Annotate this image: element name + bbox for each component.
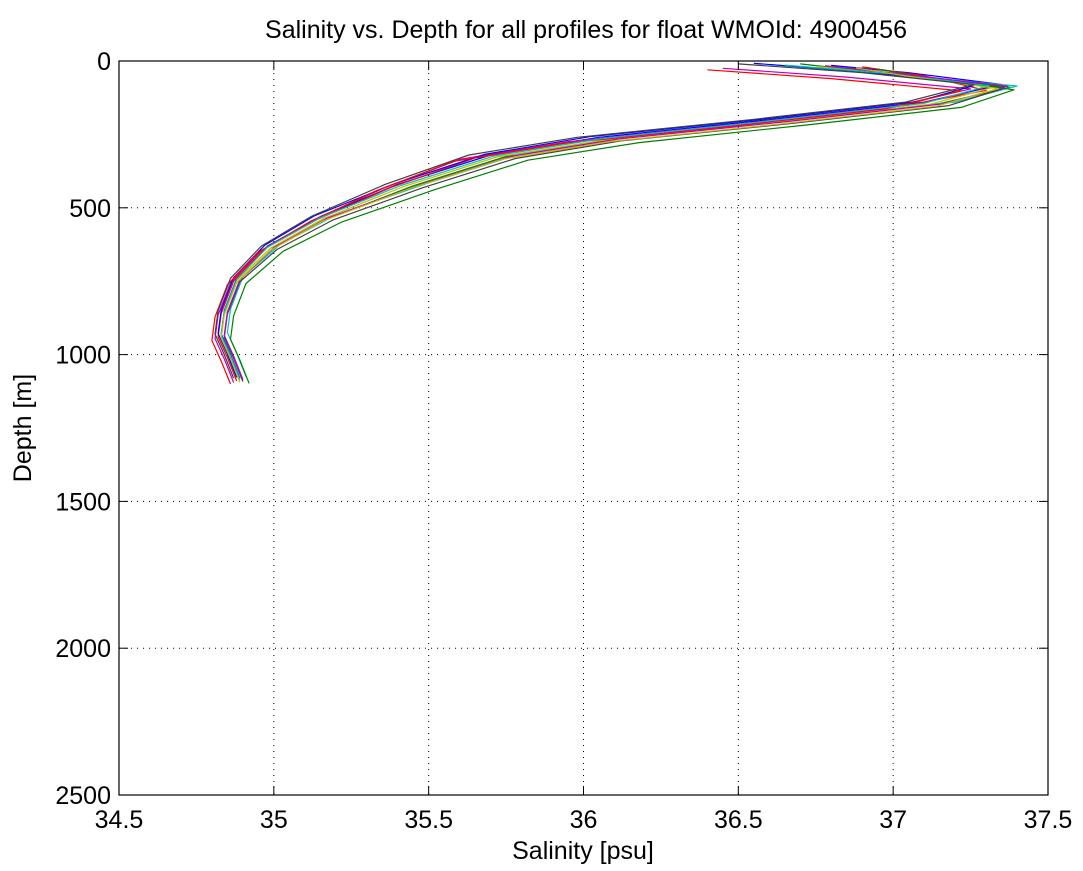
y-tick-label: 2500 [55, 782, 111, 810]
profile-line [211, 69, 962, 385]
profile-line [223, 66, 1006, 382]
y-tick-label: 0 [97, 48, 111, 76]
profile-line [220, 67, 1000, 383]
x-tick-label: 37 [879, 806, 907, 834]
grid-lines [119, 61, 1048, 795]
profile-line [214, 63, 975, 379]
x-tick-label: 34.5 [95, 806, 144, 834]
x-tick-label: 36.5 [714, 806, 763, 834]
profile-line [229, 68, 1015, 384]
x-tick-label: 37.5 [1024, 806, 1073, 834]
y-tick-label: 1500 [55, 488, 111, 516]
y-axis-label: Depth [m] [9, 374, 37, 482]
x-tick-label: 35 [260, 806, 288, 834]
y-tick-label: 500 [69, 195, 111, 223]
chart-title: Salinity vs. Depth for all profiles for … [265, 16, 907, 44]
y-tick-label: 1000 [55, 342, 111, 370]
x-tick-label: 36 [570, 806, 598, 834]
x-tick-label: 35.5 [404, 806, 453, 834]
y-tick-label: 2000 [55, 635, 111, 663]
y-tick-labels: 0 500 1000 1500 2000 2500 [55, 48, 111, 810]
axis-ticks [118, 60, 1049, 796]
x-axis-label: Salinity [psu] [512, 837, 654, 865]
x-tick-labels: 34.5 35 35.5 36 36.5 37 37.5 [95, 806, 1073, 834]
profile-lines [211, 62, 1018, 385]
